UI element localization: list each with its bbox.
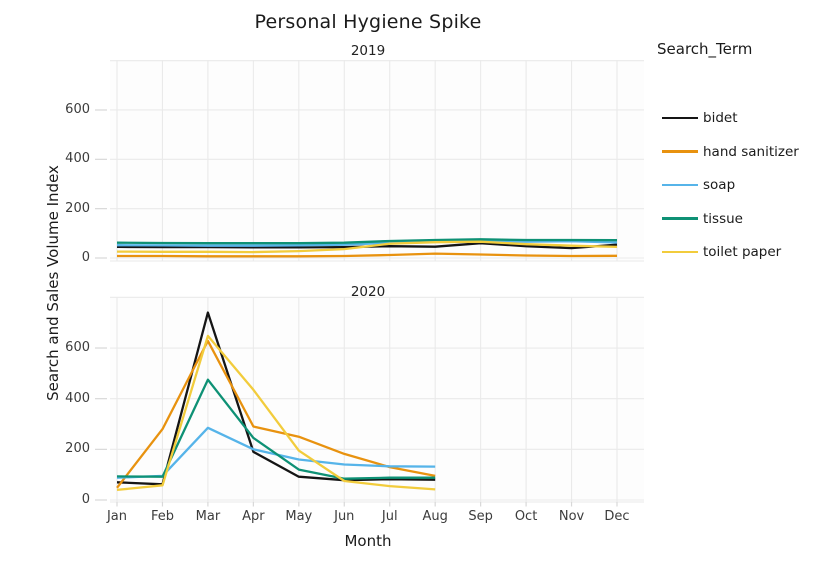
- x-tick-label: Jun: [334, 509, 355, 524]
- line-bidet-2020: [116, 311, 436, 486]
- x-tick-label: Sep: [468, 509, 493, 524]
- facet-strip-2019: 2019: [350, 43, 386, 59]
- x-tick-label: Dec: [604, 509, 630, 524]
- x-tick-label: Nov: [558, 509, 585, 524]
- y-tick-label-2019: 0: [81, 250, 90, 265]
- panel-2020: [95, 296, 644, 507]
- line-toilet-paper-2019: [116, 240, 618, 254]
- y-tick-label-2020: 400: [65, 390, 90, 406]
- y-tick-label-2019: 600: [65, 101, 90, 117]
- facet-strip-2020: 2020: [350, 284, 386, 300]
- legend-item-toilet-paper: toilet paper: [662, 242, 832, 262]
- legend-swatch-bidet: [662, 116, 698, 120]
- legend-label: toilet paper: [703, 244, 782, 261]
- y-axis-title: Search and Sales Volume Index: [44, 165, 62, 401]
- legend-item-hand-sanitizer: hand sanitizer: [662, 142, 832, 162]
- legend-swatch-soap: [662, 183, 698, 187]
- legend-swatch-toilet-paper: [662, 250, 698, 254]
- line-tissue-2019: [116, 238, 618, 245]
- panel-background: [110, 60, 644, 261]
- y-tick-label-2020: 0: [81, 492, 90, 507]
- line-hand-sanitizer-2019: [117, 252, 618, 258]
- x-tick-label: Mar: [195, 509, 221, 524]
- legend-item-tissue: tissue: [662, 209, 832, 229]
- panel-2019: [95, 60, 644, 262]
- x-tick-label: Feb: [150, 509, 174, 524]
- panel-background: [110, 297, 644, 502]
- y-tick-label-2020: 200: [65, 441, 90, 457]
- y-tick-label-2019: 200: [65, 200, 90, 216]
- legend-label: soap: [703, 177, 736, 194]
- line-toilet-paper-2020: [116, 334, 436, 492]
- legend-label: tissue: [703, 210, 743, 227]
- x-tick-label: May: [285, 509, 313, 524]
- x-tick-label: Apr: [242, 509, 265, 524]
- legend-item-bidet: bidet: [662, 108, 832, 128]
- legend-title: Search_Term: [657, 40, 753, 58]
- y-tick-label-2019: 400: [65, 151, 90, 167]
- legend-swatch-tissue: [662, 217, 698, 220]
- x-tick-label: Jul: [381, 509, 398, 524]
- x-tick-label: Oct: [514, 509, 538, 524]
- legend-label: hand sanitizer: [703, 143, 799, 160]
- x-tick-label: Jan: [106, 509, 128, 524]
- y-tick-label-2020: 600: [65, 340, 90, 356]
- x-tick-label: Aug: [422, 509, 448, 524]
- chart-title: Personal Hygiene Spike: [254, 11, 482, 33]
- legend-swatch-hand-sanitizer: [662, 150, 698, 153]
- legend-label: bidet: [703, 110, 738, 126]
- line-soap-2019: [116, 240, 618, 247]
- legend-item-soap: soap: [662, 175, 832, 195]
- x-axis-title: Month: [344, 532, 392, 550]
